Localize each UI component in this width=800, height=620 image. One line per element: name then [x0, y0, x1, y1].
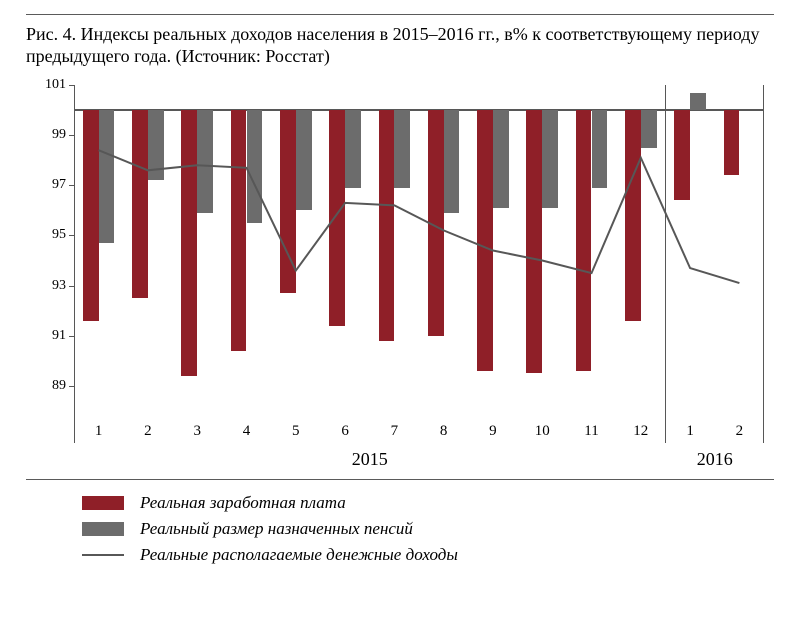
bottom-rule [26, 479, 774, 480]
x-year-label: 2015 [352, 449, 388, 470]
legend-swatch-bar [82, 496, 124, 510]
x-month-label: 2 [144, 423, 152, 440]
y-tick-label: 95 [26, 227, 66, 243]
x-month-label: 5 [292, 423, 300, 440]
y-tick-label: 89 [26, 378, 66, 394]
x-month-label: 11 [584, 423, 598, 440]
x-month-label: 9 [489, 423, 497, 440]
x-month-label: 10 [535, 423, 550, 440]
title-rule: Рис. 4. Индексы реальных доходов населен… [26, 14, 774, 67]
x-month-label: 1 [686, 423, 694, 440]
legend: Реальная заработная плата Реальный размер… [26, 490, 774, 568]
y-tick-label: 99 [26, 127, 66, 143]
legend-item: Реальные располагаемые денежные доходы [82, 542, 774, 568]
x-month-label: 3 [193, 423, 201, 440]
x-month-label: 8 [440, 423, 448, 440]
y-tick-label: 101 [26, 77, 66, 93]
plot: 8991939597991011234567891011121220152016 [74, 85, 764, 411]
legend-label: Реальная заработная плата [140, 493, 346, 513]
y-tick-label: 93 [26, 278, 66, 294]
line-layer [74, 85, 764, 411]
figure-title: Рис. 4. Индексы реальных доходов населен… [26, 23, 774, 67]
chart-area: 8991939597991011234567891011121220152016 [26, 85, 774, 475]
y-tick-label: 91 [26, 328, 66, 344]
x-month-label: 7 [391, 423, 399, 440]
legend-swatch-line [82, 554, 124, 556]
figure: Рис. 4. Индексы реальных доходов населен… [0, 0, 800, 620]
x-year-label: 2016 [697, 449, 733, 470]
line-disposable [99, 150, 740, 283]
x-month-label: 2 [736, 423, 744, 440]
legend-label: Реальный размер назначенных пенсий [140, 519, 413, 539]
x-month-label: 12 [633, 423, 648, 440]
legend-item: Реальный размер назначенных пенсий [82, 516, 774, 542]
x-month-label: 1 [95, 423, 103, 440]
legend-swatch-bar [82, 522, 124, 536]
x-month-label: 6 [341, 423, 349, 440]
y-tick-label: 97 [26, 177, 66, 193]
legend-item: Реальная заработная плата [82, 490, 774, 516]
x-month-label: 4 [243, 423, 251, 440]
legend-label: Реальные располагаемые денежные доходы [140, 545, 458, 565]
